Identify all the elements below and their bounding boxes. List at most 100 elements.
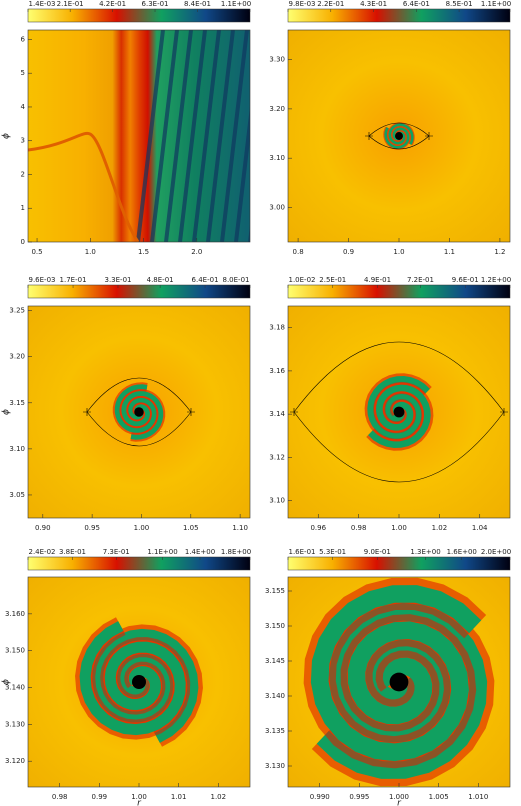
x-tick-label: 1.02 bbox=[210, 793, 226, 801]
y-tick-label: 3.10 bbox=[269, 154, 285, 162]
x-tick-label: 0.95 bbox=[84, 524, 100, 532]
planet-core bbox=[132, 675, 146, 689]
y-tick-label: 3.130 bbox=[265, 762, 285, 770]
panel: 9.6E-03 1.7E-01 3.3E-01 4.8E-01 6.4E-01 8.0E-… bbox=[2, 276, 251, 532]
x-tick-label: 1.05 bbox=[183, 524, 199, 532]
x-tick-label: 1.01 bbox=[171, 793, 187, 801]
panel: 1.4E-03 2.1E-01 4.2E-01 6.3E-01 8.4E-01 1.1E+… bbox=[2, 0, 252, 256]
colorbar-label: 6.3E-01 bbox=[142, 0, 169, 8]
plot-frame bbox=[27, 305, 251, 519]
x-tick-label: 1.000 bbox=[389, 793, 409, 801]
x-tick-label: 2.0 bbox=[191, 248, 202, 256]
colorbar-label: 1.1E+00 bbox=[147, 548, 177, 556]
y-tick-label: 3.145 bbox=[265, 657, 285, 665]
image-streak bbox=[164, 30, 193, 242]
colorbar-label: 1.8E+00 bbox=[221, 548, 251, 556]
x-tick-label: 0.98 bbox=[52, 793, 68, 801]
colorbar bbox=[287, 284, 511, 299]
density-image bbox=[28, 30, 250, 242]
y-tick-label: 3.160 bbox=[5, 610, 25, 618]
density-image bbox=[288, 306, 510, 518]
planet-core bbox=[393, 406, 405, 418]
x-tick-label: 0.98 bbox=[351, 524, 367, 532]
x-tick-label: 1.10 bbox=[232, 524, 248, 532]
y-tick-label: 3.10 bbox=[9, 445, 25, 453]
colorbar bbox=[287, 556, 511, 571]
colorbar-label: 9.6E-01 bbox=[452, 276, 479, 284]
x-tick-label: 1.04 bbox=[472, 524, 488, 532]
colorbar-label: 1.4E-03 bbox=[29, 0, 56, 8]
colorbar-label: 6.4E-01 bbox=[192, 276, 219, 284]
y-tick-label: 3.20 bbox=[269, 105, 285, 113]
colorbar bbox=[27, 556, 251, 571]
colorbar-label: 1.1E+00 bbox=[221, 0, 251, 8]
image-streak bbox=[206, 30, 235, 242]
lagrange-mark bbox=[365, 132, 373, 140]
lagrange-mark bbox=[187, 408, 195, 416]
y-tick-label: 3.16 bbox=[269, 367, 285, 375]
x-tick-label: 1.00 bbox=[134, 524, 150, 532]
y-tick-label: 3.120 bbox=[5, 757, 25, 765]
image-streak bbox=[178, 30, 207, 242]
y-tick-label: 3.25 bbox=[9, 307, 25, 315]
image-streak bbox=[234, 106, 250, 242]
image-streak bbox=[136, 30, 165, 242]
colorbar-label: 7.2E-01 bbox=[407, 276, 434, 284]
x-axis-label: r bbox=[137, 799, 142, 806]
panel: 9.8E-03 2.2E-01 4.3E-01 6.4E-01 8.5E-01 1.1E+… bbox=[269, 0, 511, 256]
colorbar-label: 3.8E-01 bbox=[59, 548, 86, 556]
colorbar-label: 2.0E+00 bbox=[481, 548, 511, 556]
y-tick-label: 6 bbox=[21, 35, 26, 43]
y-tick-label: 3.150 bbox=[5, 647, 25, 655]
x-tick-label: 1.5 bbox=[138, 248, 149, 256]
x-tick-label: 1.02 bbox=[432, 524, 448, 532]
x-tick-label: 1.2 bbox=[494, 248, 505, 256]
x-tick-label: 1.0 bbox=[393, 248, 404, 256]
x-tick-label: 0.90 bbox=[35, 524, 51, 532]
y-tick-label: 3.135 bbox=[265, 727, 285, 735]
panel: 1.0E-02 2.5E-01 4.9E-01 7.2E-01 9.6E-01 1.2E+… bbox=[269, 276, 511, 532]
y-tick-label: 0 bbox=[21, 238, 25, 246]
colorbar-label: 1.0E-02 bbox=[289, 276, 316, 284]
density-image bbox=[28, 577, 250, 787]
x-tick-label: 1.0 bbox=[85, 248, 96, 256]
y-tick-label: 3.00 bbox=[269, 203, 285, 211]
colorbar-label: 7.3E-01 bbox=[103, 548, 130, 556]
y-tick-label: 3.05 bbox=[9, 491, 25, 499]
y-tick-label: 3.140 bbox=[265, 692, 285, 700]
x-tick-label: 1.1 bbox=[444, 248, 455, 256]
spiral-arm bbox=[92, 628, 199, 743]
colorbar-label: 8.5E-01 bbox=[446, 0, 473, 8]
y-tick-label: 3.18 bbox=[269, 324, 285, 332]
image-wake bbox=[28, 131, 140, 242]
colorbar-label: 4.9E-01 bbox=[364, 276, 391, 284]
planet-core bbox=[389, 672, 409, 692]
y-tick-label: 3.130 bbox=[5, 720, 25, 728]
colorbar-label: 1.7E-01 bbox=[60, 276, 87, 284]
y-tick-label: 3.14 bbox=[269, 410, 285, 418]
colorbar-label: 4.8E-01 bbox=[147, 276, 174, 284]
y-tick-label: 3.10 bbox=[269, 497, 285, 505]
y-tick-label: 1 bbox=[21, 204, 25, 212]
planet-core bbox=[395, 132, 403, 140]
colorbar-label: 4.2E-01 bbox=[99, 0, 126, 8]
colorbar bbox=[287, 8, 511, 23]
spiral-arm bbox=[121, 391, 164, 440]
y-tick-label: 4 bbox=[21, 103, 26, 111]
colorbar-label: 1.3E+00 bbox=[410, 548, 440, 556]
spiral-arm bbox=[79, 621, 186, 736]
y-tick-label: 3.20 bbox=[9, 353, 25, 361]
colorbar bbox=[27, 284, 251, 299]
y-tick-label: 3.30 bbox=[269, 56, 285, 64]
x-tick-label: 1.005 bbox=[429, 793, 449, 801]
colorbar-label: 1.6E-01 bbox=[289, 548, 316, 556]
lagrange-mark bbox=[290, 408, 298, 416]
density-image bbox=[28, 306, 250, 518]
y-tick-label: 3 bbox=[21, 137, 25, 145]
x-tick-label: 0.5 bbox=[31, 248, 42, 256]
x-tick-label: 0.8 bbox=[293, 248, 304, 256]
x-tick-label: 0.995 bbox=[349, 793, 369, 801]
x-tick-label: 1.00 bbox=[131, 793, 147, 801]
y-tick-label: 3.150 bbox=[265, 622, 285, 630]
